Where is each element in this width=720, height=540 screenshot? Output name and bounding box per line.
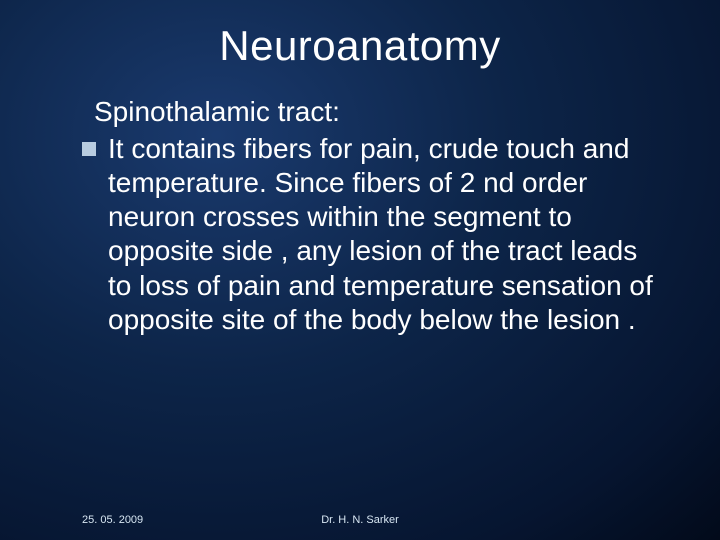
- bullet-item: It contains fibers for pain, crude touch…: [82, 132, 660, 337]
- slide-title: Neuroanatomy: [0, 0, 720, 78]
- square-bullet-icon: [82, 142, 96, 156]
- footer-author: Dr. H. N. Sarker: [321, 514, 399, 526]
- slide-subtitle: Spinothalamic tract:: [94, 96, 660, 128]
- slide-footer: 25. 05. 2009 Dr. H. N. Sarker: [0, 514, 720, 526]
- slide-body-text: It contains fibers for pain, crude touch…: [108, 132, 660, 337]
- footer-date: 25. 05. 2009: [82, 514, 143, 526]
- slide-content: Spinothalamic tract: It contains fibers …: [0, 78, 720, 337]
